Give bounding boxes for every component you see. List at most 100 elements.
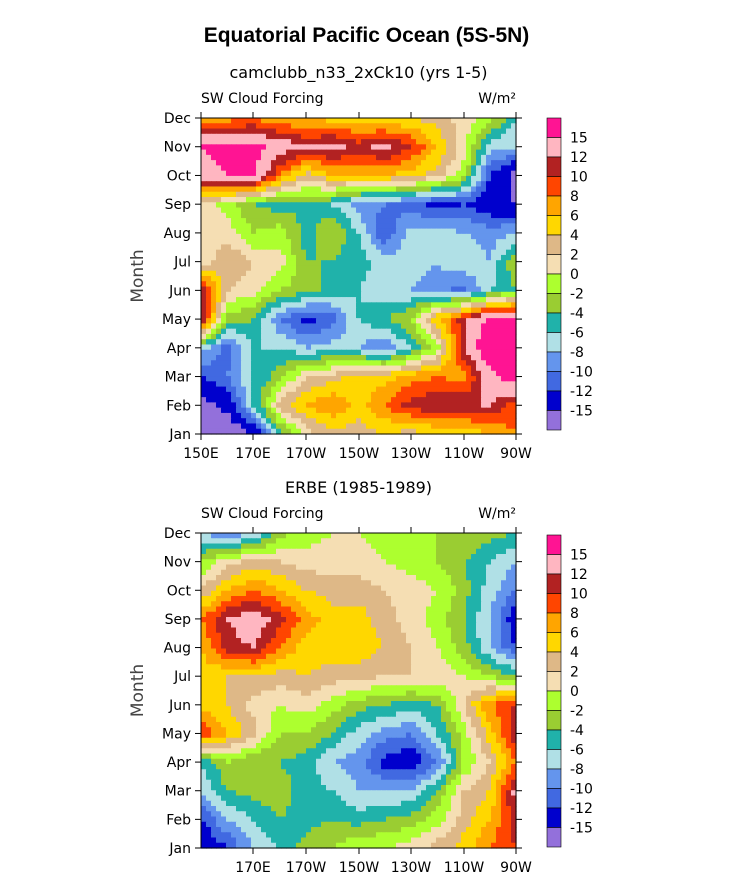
heatmap-cell — [351, 407, 357, 414]
heatmap-cell — [226, 297, 232, 303]
heatmap-cell — [296, 297, 302, 303]
heatmap-cell — [306, 118, 312, 124]
heatmap-cell — [271, 596, 277, 602]
heatmap-cell — [296, 123, 302, 130]
heatmap-cell — [201, 365, 207, 372]
heatmap-cell — [231, 297, 237, 303]
heatmap-cell — [346, 606, 352, 613]
heatmap-cell — [406, 386, 412, 393]
heatmap-cell — [331, 580, 337, 587]
heatmap-cell — [456, 569, 462, 576]
heatmap-cell — [431, 281, 437, 288]
heatmap-cell — [256, 428, 262, 435]
heatmap-cell — [311, 328, 317, 335]
heatmap-cell — [456, 270, 462, 277]
heatmap-cell — [331, 154, 337, 161]
heatmap-cell — [331, 297, 337, 303]
heatmap-cell — [416, 139, 422, 145]
heatmap-cell — [461, 569, 467, 576]
heatmap-cell — [321, 160, 327, 166]
heatmap-cell — [426, 548, 432, 555]
heatmap-cell — [216, 239, 222, 245]
heatmap-cell — [446, 191, 452, 198]
heatmap-cell — [336, 123, 342, 130]
heatmap-cell — [226, 538, 232, 545]
heatmap-cell — [426, 564, 432, 571]
heatmap-cell — [436, 611, 442, 618]
heatmap-cell — [276, 281, 282, 288]
heatmap-cell — [316, 302, 322, 309]
heatmap-cell — [361, 144, 367, 151]
heatmap-cell — [426, 139, 432, 145]
heatmap-cell — [326, 370, 332, 377]
heatmap-cell — [201, 307, 207, 314]
heatmap-cell — [511, 590, 517, 597]
heatmap-cell — [371, 254, 377, 261]
heatmap-cell — [381, 423, 387, 430]
heatmap-cell — [286, 175, 292, 182]
heatmap-cell — [461, 191, 467, 198]
heatmap-cell — [441, 601, 447, 608]
heatmap-cell — [241, 297, 247, 303]
heatmap-cell — [281, 601, 287, 608]
heatmap-cell — [356, 270, 362, 277]
heatmap-cell — [421, 318, 427, 324]
heatmap-cell — [361, 291, 367, 298]
heatmap-cell — [231, 302, 237, 309]
heatmap-cell — [371, 281, 377, 288]
heatmap-cell — [346, 418, 352, 425]
heatmap-cell — [276, 606, 282, 613]
heatmap-cell — [511, 428, 517, 435]
heatmap-cell — [231, 191, 237, 198]
heatmap-cell — [221, 123, 227, 130]
heatmap-cell — [446, 596, 452, 602]
heatmap-cell — [361, 202, 367, 209]
heatmap-cell — [396, 575, 402, 581]
heatmap-cell — [321, 202, 327, 209]
heatmap-cell — [416, 223, 422, 230]
heatmap-cell — [451, 276, 457, 282]
heatmap-cell — [471, 617, 477, 623]
heatmap-cell — [286, 165, 292, 172]
heatmap-cell — [411, 590, 417, 597]
heatmap-cell — [441, 302, 447, 309]
heatmap-cell — [281, 118, 287, 124]
heatmap-cell — [426, 175, 432, 182]
heatmap-cell — [461, 323, 467, 330]
heatmap-cell — [416, 228, 422, 235]
heatmap-cell — [271, 144, 277, 151]
heatmap-cell — [396, 202, 402, 209]
heatmap-cell — [501, 270, 507, 277]
heatmap-cell — [316, 596, 322, 602]
heatmap-cell — [286, 575, 292, 581]
heatmap-cell — [211, 564, 217, 571]
heatmap-cell — [301, 344, 307, 351]
heatmap-cell — [391, 423, 397, 430]
heatmap-cell — [201, 349, 207, 356]
heatmap-cell — [456, 391, 462, 398]
heatmap-cell — [301, 543, 307, 550]
heatmap-cell — [251, 402, 257, 409]
heatmap-cell — [511, 144, 517, 151]
heatmap-cell — [451, 533, 457, 539]
heatmap-cell — [266, 349, 272, 356]
heatmap-cell — [206, 249, 212, 256]
heatmap-cell — [316, 165, 322, 172]
heatmap-cell — [251, 617, 257, 623]
heatmap-cell — [281, 418, 287, 425]
heatmap-cell — [231, 538, 237, 545]
heatmap-cell — [326, 622, 332, 629]
heatmap-cell — [476, 160, 482, 166]
heatmap-cell — [361, 412, 367, 419]
heatmap-cell — [506, 349, 512, 356]
heatmap-cell — [241, 228, 247, 235]
heatmap-cell — [271, 297, 277, 303]
heatmap-cell — [426, 391, 432, 398]
heatmap-cell — [341, 297, 347, 303]
heatmap-cell — [346, 386, 352, 393]
heatmap-cell — [461, 349, 467, 356]
heatmap-cell — [221, 160, 227, 166]
heatmap-cell — [246, 355, 252, 361]
heatmap-cell — [226, 191, 232, 198]
heatmap-cell — [326, 339, 332, 346]
